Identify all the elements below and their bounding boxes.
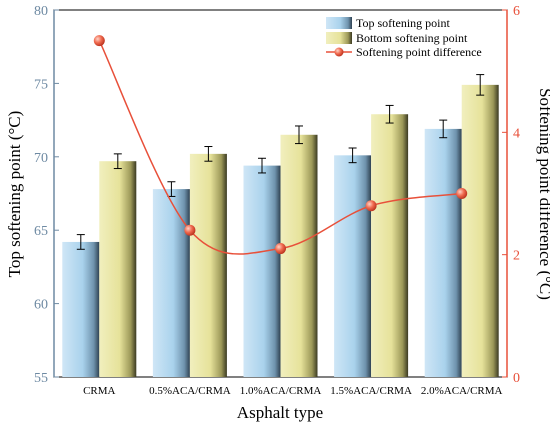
top-softening-bar-1 [152,189,190,377]
softening-difference-point-1 [184,224,196,236]
top-softening-bar-0 [62,241,100,377]
softening-difference-point-0 [93,35,105,47]
legend-label-line: Softening point difference [356,45,482,59]
y-tick-label-left-5: 80 [34,4,48,19]
line-layer [93,35,468,255]
y-tick-label-left-0: 55 [34,371,48,386]
y-tick-label-right-2: 4 [513,126,520,141]
plot-area [53,9,508,378]
y-axis-right: 0 2 4 6 [502,4,520,386]
softening-difference-point-2 [275,243,286,255]
bars-layer [62,74,499,378]
x-tick-label-1: 0.5%ACA/CRMA [149,385,231,397]
softening-difference-point-4 [456,188,468,199]
top-softening-bar-4 [424,128,462,377]
x-tick-label-2: 1.0%ACA/CRMA [240,385,322,397]
legend-swatch-marker [334,47,344,57]
top-softening-bar-3 [334,155,372,377]
x-tick-label-4: 2.0%ACA/CRMA [421,385,503,397]
y-tick-label-right-3: 6 [513,4,520,19]
bottom-softening-bar-1 [189,153,227,377]
bottom-softening-bar-4 [461,84,499,378]
x-axis-title: Asphalt type [237,403,323,422]
softening-difference-line [98,40,462,255]
top-softening-bar-2 [243,165,281,377]
legend-swatch-bottom [326,32,352,44]
y-tick-label-left-1: 60 [34,298,48,313]
legend-label-bottom: Bottom softening point [356,31,468,45]
x-tick-label-3: 1.5%ACA/CRMA [330,385,412,397]
legend-label-top: Top softening point [356,16,450,30]
y-axis-title: Top softening point (°C) [5,111,24,278]
y2-axis-title: Softening point difference (°C) [536,88,550,300]
y-tick-label-left-4: 75 [34,77,48,92]
y-tick-label-right-0: 0 [513,371,520,386]
bottom-softening-bar-2 [280,134,318,377]
x-tick-label-0: CRMA [83,385,115,397]
softening-difference-point-3 [365,200,377,212]
bottom-softening-bar-0 [99,161,137,377]
x-axis: CRMA 0.5%ACA/CRMA 1.0%ACA/CRMA 1.5%ACA/CRMA… [83,385,502,397]
y-axis-left: 55 60 65 70 75 80 [34,4,59,386]
legend: Top softening point Bottom softening poi… [326,16,482,59]
legend-swatch-top [326,17,352,29]
y-tick-label-right-1: 2 [513,249,520,264]
y-tick-label-left-3: 70 [34,151,48,166]
y-tick-label-left-2: 65 [34,224,48,239]
bottom-softening-bar-3 [371,114,409,377]
